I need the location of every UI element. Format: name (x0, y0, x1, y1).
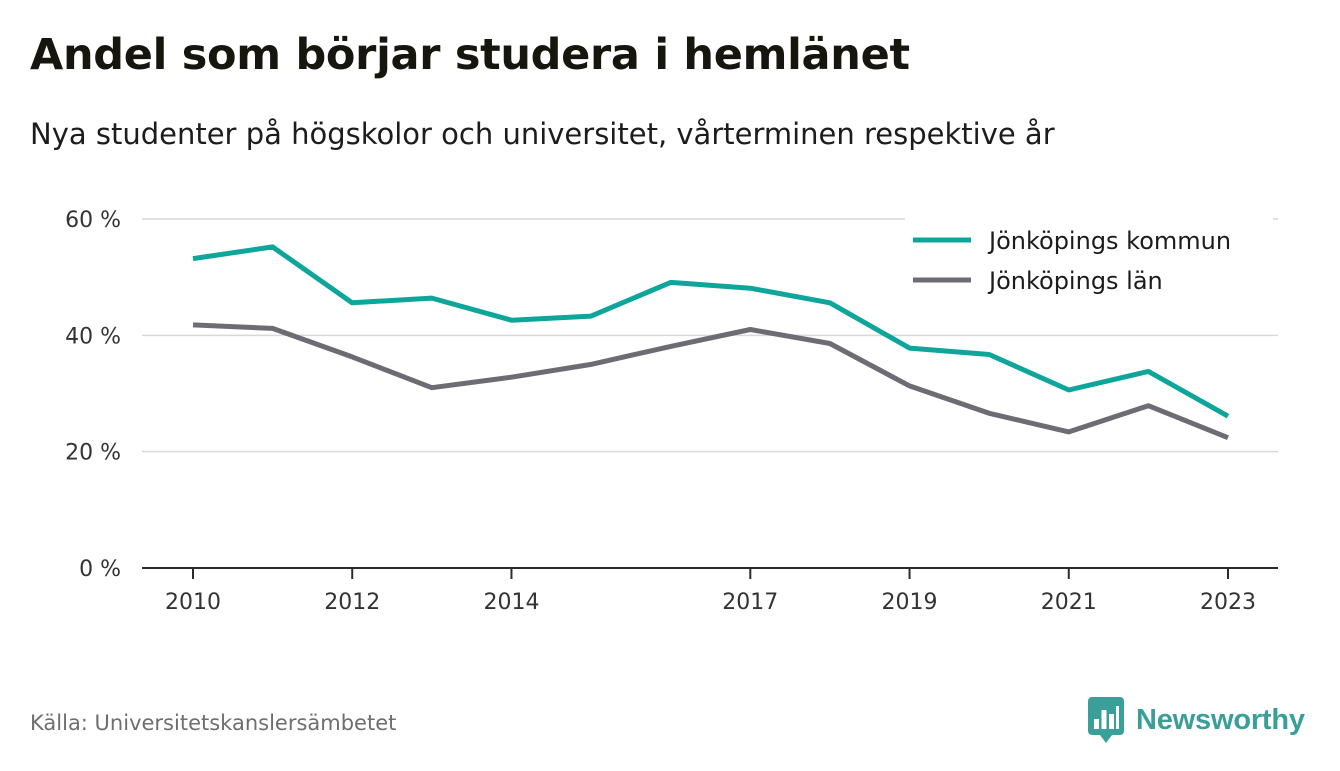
x-tick-label: 2017 (722, 590, 778, 615)
y-tick-label: 0 % (79, 557, 121, 582)
x-tick-label: 2012 (324, 590, 380, 615)
x-axis: 2010 2012 2014 2017 2019 2021 2023 (142, 567, 1278, 615)
y-tick-label: 20 % (65, 441, 121, 466)
series-lines (192, 244, 1230, 441)
x-tick-label: 2010 (165, 590, 221, 615)
x-tick-label: 2021 (1041, 590, 1097, 615)
y-tick-label: 40 % (65, 324, 121, 349)
series-line-2 (192, 322, 1229, 441)
newsworthy-logo-icon (1088, 697, 1124, 743)
line-chart: 0 % 20 % 40 % 60 % 2010 2012 2014 2017 2019 2021… (65, 208, 1278, 615)
legend-label: Jönköpings län (987, 267, 1163, 295)
series-line-1 (192, 244, 1230, 419)
x-tick-label: 2014 (483, 590, 539, 615)
x-tick-label: 2019 (882, 590, 938, 615)
x-tick-label: 2023 (1200, 590, 1256, 615)
y-axis-labels: 0 % 20 % 40 % 60 % (65, 208, 121, 582)
brand-logo: Newsworthy (1088, 697, 1305, 743)
legend-label: Jönköpings kommun (987, 227, 1231, 255)
source-note: Källa: Universitetskanslersämbetet (30, 711, 397, 735)
legend-background (905, 214, 1273, 308)
chart-subtitle: Nya studenter på högskolor och universit… (30, 117, 1055, 151)
legend: Jönköpings kommun Jönköpings län (905, 214, 1273, 308)
chart-title: Andel som börjar studera i hemlänet (30, 30, 910, 80)
y-tick-label: 60 % (65, 208, 121, 233)
brand-name: Newsworthy (1136, 703, 1305, 736)
